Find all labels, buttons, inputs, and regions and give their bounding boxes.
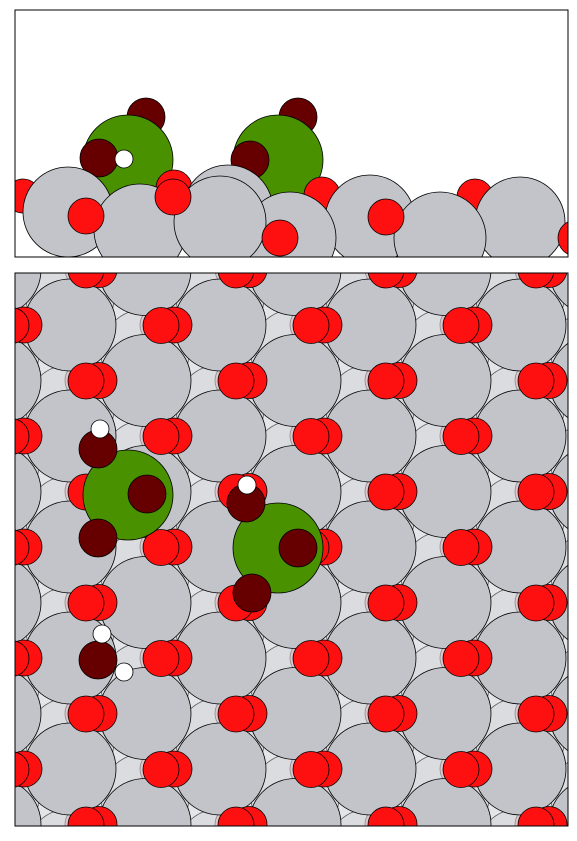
oxygen-atom [261, 219, 299, 257]
metal-atom [15, 273, 42, 312]
adsorbate-oxygen [127, 474, 167, 514]
oxygen-atom [67, 584, 105, 622]
hydrogen-atom [237, 475, 257, 495]
water-oxygen [78, 640, 118, 680]
oxygen-atom [15, 751, 30, 788]
metal-atom [15, 782, 42, 826]
oxygen-atom [217, 806, 255, 826]
oxygen-atom [217, 273, 255, 289]
hydrogen-atom [114, 149, 134, 169]
adsorbate-oxygen [78, 518, 118, 558]
metal-atom [24, 834, 116, 841]
oxygen-atom [517, 362, 555, 400]
oxygen-atom [292, 640, 330, 677]
oxygen-atom [517, 695, 555, 733]
oxygen-atom [67, 695, 105, 733]
oxygen-atom [517, 806, 555, 826]
metal-atom [15, 338, 42, 423]
oxygen-atom [442, 751, 480, 788]
metal-atom [15, 449, 42, 534]
oxygen-atom [142, 418, 180, 455]
metal-atom [15, 671, 42, 756]
oxygen-atom [367, 362, 405, 400]
oxygen-atom [15, 307, 30, 344]
hydrogen-atom [90, 419, 110, 439]
oxygen-atom [67, 362, 105, 400]
oxygen-atom [142, 307, 180, 344]
side-view-frame [14, 9, 569, 258]
oxygen-atom [442, 418, 480, 455]
oxygen-atom [67, 273, 105, 289]
oxygen-atom [367, 473, 405, 511]
metal-atom [174, 834, 266, 841]
adsorbate-oxygen [278, 528, 318, 568]
metal-atom [248, 273, 342, 316]
oxygen-atom [67, 197, 105, 235]
oxygen-atom [442, 307, 480, 344]
oxygen-atom [442, 529, 480, 566]
oxygen-atom [292, 418, 330, 455]
oxygen-atom [367, 584, 405, 622]
top-view [15, 273, 568, 841]
metal-atom [173, 175, 267, 257]
metal-atom [474, 176, 566, 257]
oxygen-atom [15, 640, 30, 677]
oxygen-atom [15, 529, 30, 566]
oxygen-atom [142, 529, 180, 566]
hydrogen-atom [92, 624, 112, 644]
oxygen-atom [292, 307, 330, 344]
oxygen-atom [517, 473, 555, 511]
oxygen-atom [517, 273, 555, 289]
adsorbate-oxygen [232, 573, 272, 613]
metal-atom [393, 191, 487, 257]
oxygen-atom [442, 640, 480, 677]
oxygen-atom [367, 198, 405, 236]
metal-atom [15, 560, 42, 645]
oxygen-atom [67, 806, 105, 826]
hydrogen-atom [114, 662, 134, 682]
oxygen-atom [367, 695, 405, 733]
top-view-frame [14, 272, 569, 827]
side-view [15, 97, 568, 257]
metal-atom [324, 834, 416, 841]
oxygen-atom [217, 362, 255, 400]
oxygen-atom [217, 695, 255, 733]
oxygen-atom [367, 806, 405, 826]
oxygen-atom [557, 221, 568, 255]
oxygen-atom [142, 640, 180, 677]
oxygen-atom [292, 751, 330, 788]
metal-adsorbate [232, 502, 324, 594]
metal-atom [98, 273, 192, 316]
oxygen-atom [517, 584, 555, 622]
oxygen-atom [142, 751, 180, 788]
metal-atom [398, 273, 492, 316]
metal-atom [474, 834, 566, 841]
oxygen-atom [15, 418, 30, 455]
oxygen-atom [154, 178, 192, 216]
oxygen-atom [367, 273, 405, 289]
